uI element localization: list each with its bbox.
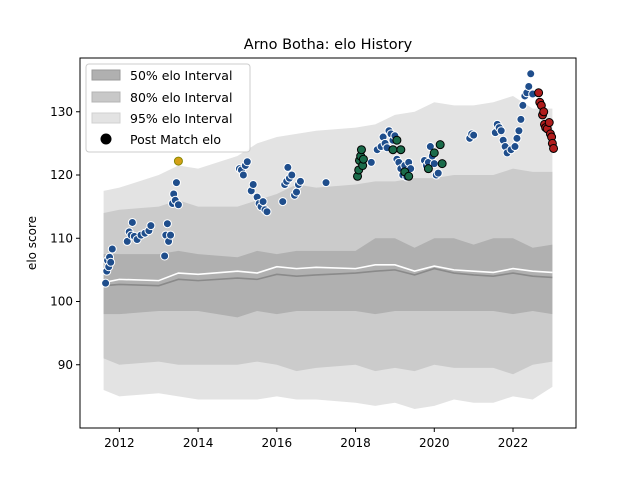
y-tick-label: 110 (50, 231, 73, 245)
legend-swatch-95 (91, 112, 121, 124)
y-axis-label: elo score (25, 216, 39, 270)
match-point (127, 217, 137, 227)
match-point (524, 81, 534, 91)
match-point (106, 257, 116, 267)
legend-swatch-80 (91, 91, 121, 103)
highlight-point (404, 171, 414, 181)
x-tick-label: 2018 (340, 436, 371, 450)
match-point (171, 178, 181, 188)
legend-label-post-match: Post Match elo (130, 132, 221, 147)
y-tick-label: 100 (50, 295, 73, 309)
match-point (258, 197, 268, 207)
highlight-point (396, 145, 406, 155)
band-50 (103, 238, 553, 318)
legend-label-50: 50% elo Interval (130, 68, 232, 83)
match-point (512, 133, 522, 143)
y-tick-label: 130 (50, 105, 73, 119)
plot-frame (79, 57, 577, 429)
median-line (103, 267, 553, 287)
highlight-point (358, 154, 368, 164)
highlight-point (356, 145, 366, 155)
match-point (510, 142, 520, 152)
recent-point (549, 143, 559, 153)
match-point (469, 130, 479, 140)
match-point (107, 244, 117, 254)
match-point (248, 179, 258, 189)
match-point (425, 142, 435, 152)
trend-lines (103, 264, 553, 287)
match-point (160, 251, 170, 261)
match-point (122, 236, 132, 246)
highlight-point (437, 159, 447, 169)
match-point (283, 162, 293, 172)
recent-point (534, 88, 544, 98)
x-tick-label: 2022 (498, 436, 529, 450)
match-point (526, 69, 536, 79)
highlight-point (423, 164, 433, 174)
match-point (292, 187, 302, 197)
x-axis: 2012 2014 2016 2018 2020 2022 (104, 428, 528, 450)
x-tick-label: 2020 (419, 436, 450, 450)
x-tick-label: 2016 (262, 436, 293, 450)
match-point (287, 170, 297, 180)
match-point (238, 170, 248, 180)
x-tick-label: 2014 (183, 436, 214, 450)
legend-marker-post-match (100, 133, 112, 145)
match-point (366, 157, 376, 167)
highlight-point (435, 140, 445, 150)
match-point (242, 157, 252, 167)
mean-line (103, 264, 553, 284)
match-points (101, 69, 559, 288)
match-point (278, 197, 288, 207)
y-axis: 90 100 110 120 130 (50, 105, 80, 372)
y-tick-label: 90 (58, 358, 73, 372)
match-point (262, 207, 272, 217)
legend-swatch-50 (91, 69, 121, 81)
y-tick-label: 120 (50, 168, 73, 182)
highlight-point (392, 135, 402, 145)
match-point (101, 278, 111, 288)
match-point (433, 168, 443, 178)
match-point (146, 221, 156, 231)
x-tick-label: 2012 (104, 436, 135, 450)
match-point (518, 100, 528, 110)
highlight-point (429, 148, 439, 158)
match-point (496, 126, 506, 136)
match-point (173, 200, 183, 210)
match-point (516, 114, 526, 124)
match-point (295, 176, 305, 186)
highlight-point (388, 145, 398, 155)
match-point (166, 230, 176, 240)
legend-frame (85, 63, 251, 153)
match-point (162, 219, 172, 229)
chart-title: Arno Botha: elo History (244, 37, 413, 53)
legend: 50% elo Interval 80% elo Interval 95% el… (85, 63, 251, 153)
match-point (514, 126, 524, 136)
peak-point (173, 156, 183, 166)
legend-label-95: 95% elo Interval (130, 111, 232, 126)
legend-label-80: 80% elo Interval (130, 90, 232, 105)
recent-point (539, 107, 549, 117)
match-point (321, 178, 331, 188)
recent-point (544, 118, 554, 128)
